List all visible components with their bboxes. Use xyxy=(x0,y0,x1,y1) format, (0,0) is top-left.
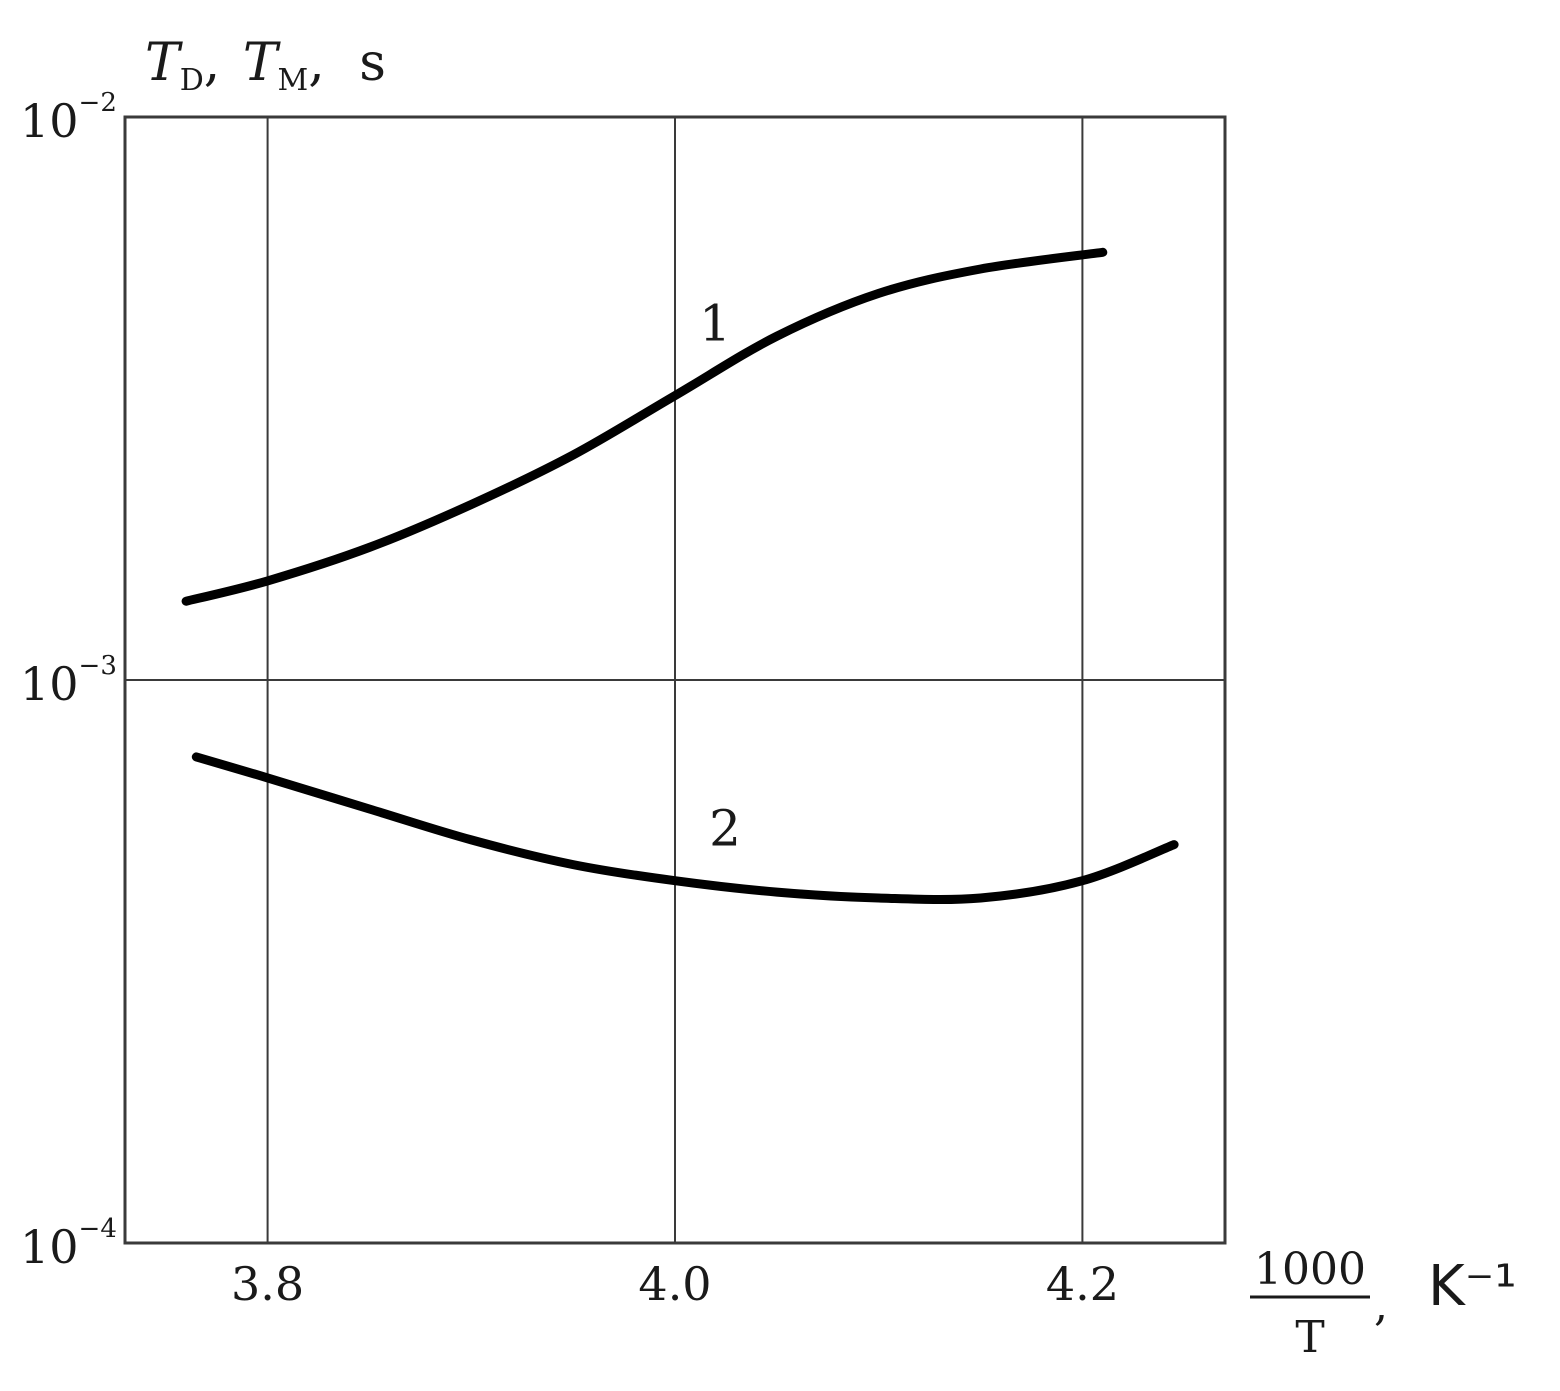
series-2-line xyxy=(191,752,1179,905)
tick-labels: 3.8 4.0 4.2 10−2 10−3 10−4 xyxy=(20,88,1119,1311)
y-axis-label: TD, TM, s xyxy=(145,33,386,98)
x-tick-label: 3.8 xyxy=(231,1257,304,1311)
x-label-denominator: T xyxy=(1295,1312,1324,1363)
y-tick-label: 10−2 xyxy=(20,88,117,148)
gridlines xyxy=(125,116,1225,1244)
y-tick-label: 10−3 xyxy=(20,651,117,711)
x-tick-label: 4.0 xyxy=(638,1257,711,1311)
x-label-unit: K⁻¹ xyxy=(1428,1254,1517,1319)
x-label-numerator: 1000 xyxy=(1254,1244,1366,1295)
x-tick-label: 4.2 xyxy=(1046,1257,1119,1311)
series-1-line xyxy=(181,247,1108,606)
x-label-comma: , xyxy=(1374,1280,1388,1331)
plot-frame xyxy=(123,115,1227,1245)
y-tick-label: 10−4 xyxy=(20,1214,117,1274)
series-layer: 12 xyxy=(181,247,1179,905)
x-axis-label: 1000 T , K⁻¹ xyxy=(1250,1244,1517,1363)
series-2-label: 2 xyxy=(709,800,741,858)
series-1-label: 1 xyxy=(699,295,731,353)
